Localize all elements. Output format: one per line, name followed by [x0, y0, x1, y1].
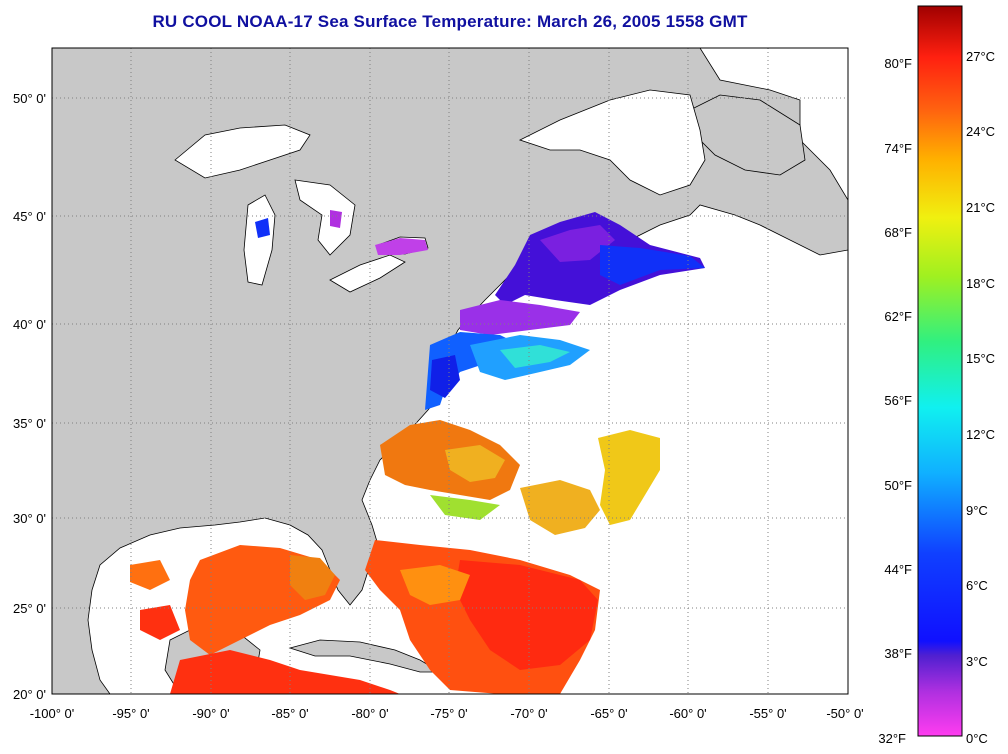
- colorbar-c-label: 0°C: [966, 731, 988, 746]
- lat-tick: 20° 0': [13, 687, 46, 702]
- lon-tick: -90° 0': [192, 706, 229, 721]
- lon-tick: -50° 0': [826, 706, 863, 721]
- colorbar-f-label: 44°F: [884, 562, 912, 577]
- lon-tick: -100° 0': [30, 706, 75, 721]
- lon-tick: -60° 0': [669, 706, 706, 721]
- colorbar-f-label: 56°F: [884, 393, 912, 408]
- lake-erie: [329, 254, 406, 293]
- map-frame: [51, 47, 849, 695]
- colorbar-f-label: 62°F: [884, 309, 912, 324]
- latitude-axis: 50° 0' 45° 0' 40° 0' 35° 0' 30° 0' 25° 0…: [13, 91, 46, 702]
- colorbar-f-label: 50°F: [884, 478, 912, 493]
- lake-huron: [294, 179, 356, 256]
- longitude-axis: -100° 0' -95° 0' -90° 0' -85° 0' -80° 0'…: [30, 706, 864, 721]
- lon-tick: -55° 0': [749, 706, 786, 721]
- colorbar-c-label: 9°C: [966, 503, 988, 518]
- lat-tick: 40° 0': [13, 317, 46, 332]
- map-title: RU COOL NOAA-17 Sea Surface Temperature:…: [152, 12, 748, 31]
- lon-tick: -70° 0': [510, 706, 547, 721]
- colorbar-f-label: 80°F: [884, 56, 912, 71]
- colorbar-f-label: 38°F: [884, 646, 912, 661]
- colorbar: 80°F 74°F 68°F 62°F 56°F 50°F 44°F 38°F …: [878, 5, 995, 746]
- lake-superior: [174, 124, 311, 179]
- lat-tick: 25° 0': [13, 601, 46, 616]
- colorbar-c-label: 24°C: [966, 124, 995, 139]
- colorbar-gradient: [917, 5, 963, 737]
- colorbar-c-label: 21°C: [966, 200, 995, 215]
- colorbar-c-label: 15°C: [966, 351, 995, 366]
- lon-tick: -85° 0': [271, 706, 308, 721]
- colorbar-c-label: 27°C: [966, 49, 995, 64]
- colorbar-c-label: 12°C: [966, 427, 995, 442]
- colorbar-c-label: 3°C: [966, 654, 988, 669]
- graticule: [52, 48, 848, 694]
- colorbar-c-label: 18°C: [966, 276, 995, 291]
- lat-tick: 35° 0': [13, 416, 46, 431]
- colorbar-f-label: 32°F: [878, 731, 906, 746]
- lat-tick: 45° 0': [13, 209, 46, 224]
- lon-tick: -95° 0': [112, 706, 149, 721]
- lon-tick: -75° 0': [430, 706, 467, 721]
- colorbar-c-label: 6°C: [966, 578, 988, 593]
- lat-tick: 50° 0': [13, 91, 46, 106]
- sst-data: [130, 210, 705, 694]
- colorbar-f-label: 68°F: [884, 225, 912, 240]
- lake-michigan: [243, 194, 276, 286]
- lon-tick: -65° 0': [590, 706, 627, 721]
- lat-tick: 30° 0': [13, 511, 46, 526]
- lon-tick: -80° 0': [351, 706, 388, 721]
- colorbar-f-label: 74°F: [884, 141, 912, 156]
